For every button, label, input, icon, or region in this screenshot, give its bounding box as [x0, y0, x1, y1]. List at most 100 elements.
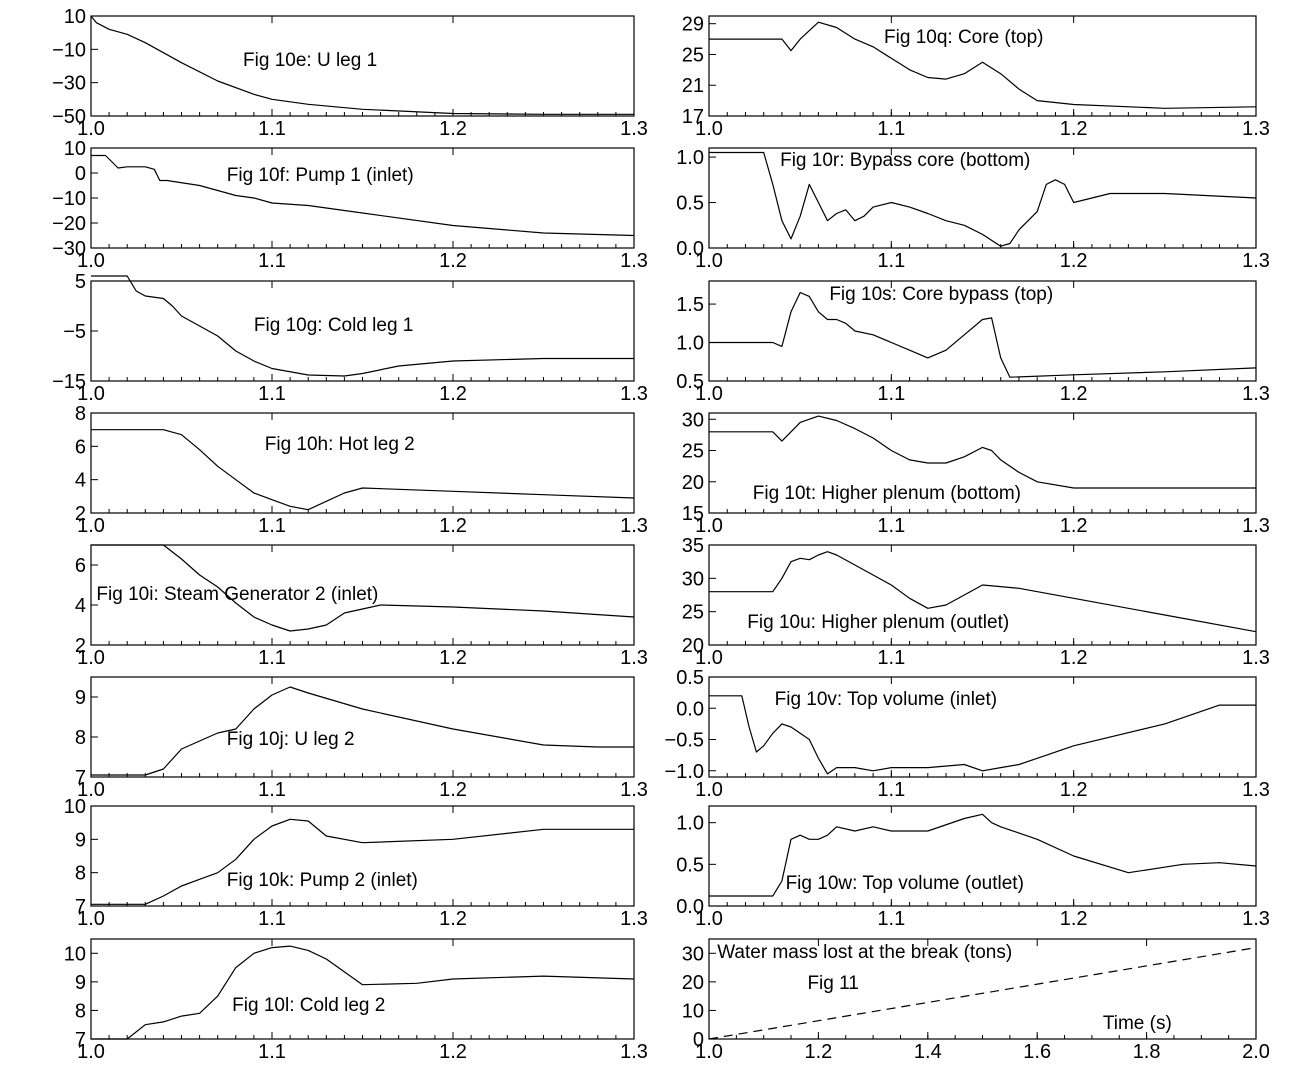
panel-title: Fig 10k: Pump 2 (inlet): [227, 870, 418, 891]
y-tick-label: 7: [75, 896, 86, 918]
x-tick-label: 1.2: [439, 515, 467, 537]
y-tick-label: 35: [682, 535, 704, 557]
y-tick-label: 8: [75, 863, 86, 885]
x-tick-label: 1.0: [695, 118, 723, 140]
y-tick-label: 6: [75, 555, 86, 577]
y-tick-label: 8: [75, 727, 86, 749]
panel-title: Fig 10r: Bypass core (bottom): [780, 150, 1030, 171]
x-tick-label: 1.8: [1133, 1041, 1161, 1063]
x-tick-label: 1.0: [77, 647, 105, 669]
panel-title: Fig 10g: Cold leg 1: [254, 315, 414, 336]
series-line: [709, 291, 1257, 378]
x-tick-label: 1.3: [1242, 908, 1270, 930]
x-tick-label: 1.0: [695, 515, 723, 537]
y-tick-label: −0.5: [665, 730, 704, 752]
series-line: [709, 695, 1256, 775]
y-tick-label: 4: [75, 470, 86, 492]
chart-panel-8: 1.0 1.1 1.2 1.3 10 9 8 7 Fig 10l: Cold leg 2: [64, 938, 648, 1063]
y-tick-label: 29: [682, 14, 704, 36]
y-tick-label: −30: [52, 238, 86, 260]
x-tick-label: 1.1: [258, 250, 286, 272]
x-tick-label: 1.0: [695, 647, 723, 669]
y-tick-label: −20: [52, 213, 86, 235]
x-tick-label: 1.1: [877, 250, 905, 272]
y-tick-label: 9: [75, 687, 86, 709]
y-tick-label: −5: [63, 321, 86, 343]
y-tick-label: 1.0: [676, 147, 704, 169]
x-tick-label: 1.0: [77, 118, 105, 140]
y-tick-label: 7: [75, 1029, 86, 1051]
y-tick-label: 20: [682, 472, 704, 494]
y-tick-label: 2: [75, 635, 86, 657]
x-tick-label: 1.0: [695, 383, 723, 405]
y-tick-label: 30: [682, 943, 704, 965]
x-tick-label: 1.3: [1242, 647, 1270, 669]
y-tick-label: 17: [682, 106, 704, 128]
panel-title: Fig 10l: Cold leg 2: [232, 995, 385, 1016]
series-line: [91, 544, 635, 632]
y-tick-label: 10: [64, 943, 86, 965]
chart-panel-2: 1.0 1.1 1.2 1.3 10 0 −10 −20 −30 Fig 10f: Pump 1 …: [52, 138, 648, 272]
y-tick-label: 30: [682, 568, 704, 590]
x-tick-label: 1.1: [877, 779, 905, 801]
x-tick-label: 1.0: [77, 250, 105, 272]
series-line: [91, 154, 635, 237]
panel-title: Fig 10h: Hot leg 2: [265, 434, 415, 455]
y-tick-label: 21: [682, 75, 704, 97]
chart-panel-3: 1.0 1.1 1.2 1.3 5 −5 −15 Fig 10g: Cold leg 1: [52, 271, 648, 405]
x-tick-label: 1.0: [77, 383, 105, 405]
y-tick-label: 25: [682, 602, 704, 624]
x-tick-label: 1.2: [439, 118, 467, 140]
x-tick-label: 1.0: [77, 1041, 105, 1063]
series-line: [709, 813, 1257, 897]
chart-panel-9: 1.0 1.1 1.2 1.3 29 25 21 17 Fig 10q: Core (top): [682, 14, 1270, 140]
x-tick-label: 1.0: [695, 1041, 723, 1063]
panel-title: Water mass lost at the break (tons): [717, 942, 1012, 963]
panel-title: Fig 10s: Core bypass (top): [829, 284, 1053, 305]
series-line: [708, 947, 1257, 1040]
y-tick-label: 7: [75, 767, 86, 789]
y-tick-label: 0.5: [676, 854, 704, 876]
x-tick-label: 1.2: [439, 779, 467, 801]
series-line: [91, 686, 634, 776]
x-tick-label: 1.3: [1242, 779, 1270, 801]
panel-title: Fig 10i: Steam Generator 2 (inlet): [96, 584, 378, 605]
panel-title: Fig 10t: Higher plenum (bottom): [753, 483, 1021, 504]
series-line: [709, 551, 1257, 633]
series-line: [709, 415, 1256, 489]
y-tick-label: 0.5: [676, 371, 704, 393]
y-tick-label: 10: [64, 796, 86, 818]
y-tick-label: 5: [75, 271, 86, 293]
x-tick-label: 1.3: [620, 647, 648, 669]
panel-title: Fig 10q: Core (top): [884, 27, 1043, 48]
panel-subtitle: Fig 11: [807, 973, 858, 994]
y-tick-label: 20: [682, 972, 704, 994]
x-tick-label: 1.3: [620, 1041, 648, 1063]
chart-panel-16: 1.0 1.2 1.4 1.6 1.8 2.0 30 20 10 0 Water mass lost…: [682, 938, 1270, 1063]
x-tick-label: 1.1: [877, 908, 905, 930]
y-tick-label: −15: [52, 371, 86, 393]
x-tick-label: 1.1: [877, 647, 905, 669]
x-tick-label: 1.3: [1242, 515, 1270, 537]
panel-title: Fig 10v: Top volume (inlet): [775, 689, 997, 710]
x-tick-label: 1.2: [439, 647, 467, 669]
x-axis-label: Time (s): [1103, 1013, 1172, 1034]
chart-panel-14: 1.0 1.1 1.2 1.3 0.5 0.0 −0.5 −1.0 Fig 10v: Top v…: [665, 667, 1270, 801]
x-tick-label: 1.0: [77, 515, 105, 537]
y-tick-label: 9: [75, 829, 86, 851]
y-tick-label: 0.0: [676, 698, 704, 720]
y-tick-label: 8: [75, 403, 86, 425]
chart-panel-13: 1.0 1.1 1.2 1.3 35 30 25 20 Fig 10u: Higher plen…: [682, 535, 1270, 669]
y-tick-label: 9: [75, 972, 86, 994]
x-tick-label: 1.3: [620, 383, 648, 405]
y-tick-label: 20: [682, 635, 704, 657]
y-tick-label: 1.0: [676, 333, 704, 355]
series-line: [709, 21, 1257, 109]
y-tick-label: 2: [75, 503, 86, 525]
series-line: [91, 275, 634, 377]
x-tick-label: 1.1: [258, 515, 286, 537]
x-tick-label: 1.1: [877, 118, 905, 140]
chart-panel-4: 1.0 1.1 1.2 1.3 8 6 4 2 Fig 10h: Hot leg 2: [75, 403, 648, 537]
x-tick-label: 1.2: [439, 908, 467, 930]
